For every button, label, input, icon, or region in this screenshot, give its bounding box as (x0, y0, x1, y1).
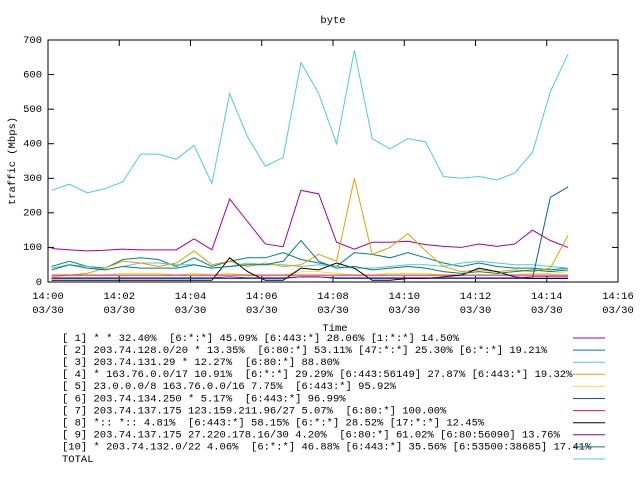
y-tick-label: 500 (23, 104, 42, 116)
legend-label: TOTAL (62, 454, 94, 466)
series-line (51, 252, 569, 271)
x-tick-label-line: 03/30 (246, 305, 278, 317)
legend-label: [ 8] *:: *:: 4.81% [6:443:*] 58.15% [6:*… (62, 417, 485, 429)
series-line (51, 276, 569, 279)
series-line (51, 239, 569, 274)
legend-label: [ 5] 23.0.0.0/8 163.76.0.0/16 7.75% [6:4… (62, 381, 397, 393)
x-tick-label: 14:10 03/30 (388, 291, 420, 317)
legend-label: [ 3] 203.74.131.29 * 12.27% [6:80:*] 88.… (62, 357, 340, 369)
x-tick-label-line: 14:02 (103, 291, 135, 303)
x-tick-label: 14:00 03/30 (32, 291, 64, 317)
y-tick-label: 300 (23, 173, 42, 185)
x-tick-label-line: 03/30 (175, 305, 207, 317)
x-tick-label: 14:06 03/30 (246, 291, 278, 317)
legend-label: [ 9] 203.74.137.175 27.220.178.16/30 4.2… (62, 430, 560, 442)
legend-label: [10] * 203.74.132.0/22 4.06% [6:*:*] 46.… (62, 442, 592, 454)
x-tick-label-line: 03/30 (460, 305, 492, 317)
series-line (51, 271, 569, 276)
x-tick-label-line: 14:08 (317, 291, 349, 303)
x-tick-label: 14:12 03/30 (460, 291, 492, 317)
legend-label: [ 6] 203.74.134.250 * 5.17% [6:443:*] 96… (62, 393, 346, 405)
series-line (51, 50, 569, 194)
series-line (51, 257, 569, 281)
x-tick-label-line: 14:04 (175, 291, 207, 303)
series-line (51, 189, 569, 252)
y-axis-label: traffic (Mbps) (7, 117, 19, 205)
x-tick-label-line: 14:00 (32, 291, 64, 303)
y-tick-label: 200 (23, 208, 42, 220)
x-tick-label-line: 14:16 (602, 291, 634, 303)
x-tick-label-line: 03/30 (317, 305, 349, 317)
x-tick-label-line: 03/30 (388, 305, 420, 317)
x-tick-label: 14:16 03/30 (602, 291, 634, 317)
legend-label: [ 4] * 163.76.0.0/17 10.91% [6:*:*] 29.2… (62, 369, 573, 381)
x-tick-label-line: 14:12 (460, 291, 492, 303)
x-tick-label-line: 14:06 (246, 291, 278, 303)
legend-label: [ 1] * * 32.40% [6:*:*] 45.09% [6:443:*]… (62, 333, 460, 345)
x-axis-label: Time (322, 323, 347, 335)
legend-label: [ 7] 203.74.137.175 123.159.211.96/27 5.… (62, 405, 447, 417)
y-tick-label: 600 (23, 69, 42, 81)
series-line (51, 178, 569, 278)
y-tick-label: 400 (23, 138, 42, 150)
x-tick-label-line: 14:14 (531, 291, 563, 303)
y-tick-label: 100 (23, 242, 42, 254)
x-tick-label-line: 03/30 (602, 305, 634, 317)
y-tick-label: 700 (23, 35, 42, 47)
x-tick-label: 14:14 03/30 (531, 291, 563, 317)
plot-frame (47, 39, 619, 283)
x-tick-label-line: 03/30 (103, 305, 135, 317)
x-tick-label: 14:08 03/30 (317, 291, 349, 317)
series-line (51, 260, 569, 271)
chart-title: byte (320, 15, 345, 27)
y-tick-label: 0 (36, 277, 42, 289)
x-tick-label: 14:04 03/30 (175, 291, 207, 317)
x-tick-label: 14:02 03/30 (103, 291, 135, 317)
legend-label: [ 2] 203.74.128.0/20 * 13.35% [6:80:*] 5… (62, 345, 548, 357)
x-tick-label-line: 03/30 (531, 305, 563, 317)
x-tick-label-line: 14:10 (388, 291, 420, 303)
x-tick-label-line: 03/30 (32, 305, 64, 317)
